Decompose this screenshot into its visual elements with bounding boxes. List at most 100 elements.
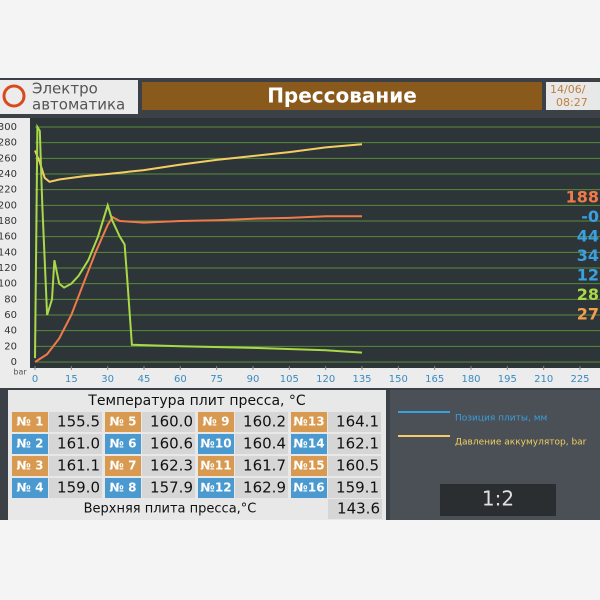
cell-value: 161.0 [57,435,100,453]
title-bar [142,82,542,110]
cell-value: 160.4 [243,435,286,453]
cell-label-bg [12,434,48,454]
y-tick-label: 260 [0,153,17,164]
cell-value: 157.9 [150,479,193,497]
cell-label-bg [12,412,48,432]
cell-label-bg [12,478,48,498]
cell-label-bg [105,478,141,498]
cell-value: 160.6 [150,435,193,453]
x-tick-label: 45 [138,374,151,385]
readout: 27 [577,305,599,324]
x-tick-label: 210 [534,374,553,385]
y-tick-label: 120 [0,263,17,274]
x-tick-label: 150 [389,374,408,385]
y-tick-label: 160 [0,232,17,243]
cell-label: № 7 [110,459,137,473]
readout: 34 [577,246,599,265]
cell-value-bg [235,478,288,498]
x-tick-label: 60 [174,374,187,385]
cell-label-bg [198,456,234,476]
screen-title: Прессование [267,84,417,108]
cell-value: 155.5 [57,413,100,431]
cell-label: №10 [200,437,231,451]
cell-value: 161.1 [57,457,100,475]
cell-label: № 4 [17,481,44,495]
x-tick-label: 120 [316,374,335,385]
cell-label-bg [198,478,234,498]
readout: 12 [577,266,599,285]
y-tick-label: 140 [0,247,17,258]
y-tick-label: 40 [4,326,17,337]
y-tick-label: 60 [4,310,17,321]
cell-value: 160.0 [150,413,193,431]
cell-label: № 1 [17,415,44,429]
cell-value: 161.7 [243,457,286,475]
cell-label: № 9 [203,415,230,429]
cell-label: № 2 [17,437,44,451]
cell-value-bg [328,434,381,454]
cell-label-bg [291,456,327,476]
series-line [34,143,363,183]
y-tick-label: 100 [0,279,17,290]
y-tick-label: 240 [0,169,17,180]
cell-value-bg [328,412,381,432]
cell-value-bg [235,456,288,476]
y-tick-label: 0 [11,357,17,368]
cell-label: № 6 [110,437,137,451]
time: 08:27 [556,96,588,109]
y-tick-label: 200 [0,200,17,211]
cell-value: 159.0 [57,479,100,497]
date: 14/06/ [550,83,586,96]
cell-value: 164.1 [336,413,379,431]
footer-label: Верхняя плита пресса,°C [84,502,257,517]
x-tick-label: 180 [461,374,480,385]
cell-value-bg [235,412,288,432]
logo-icon [2,84,26,108]
ratio-box [440,484,556,516]
cell-label: №12 [200,481,231,495]
x-tick-label: 195 [498,374,517,385]
x-tick-label: 0 [32,374,38,385]
y-tick-label: 80 [4,294,17,305]
cell-value-bg [142,412,195,432]
cell-label-bg [198,412,234,432]
cell-label: №16 [293,481,324,495]
series-line [34,123,363,359]
cell-value: 162.1 [336,435,379,453]
cell-label: №14 [293,437,324,451]
cell-label-bg [12,456,48,476]
cell-value-bg [142,478,195,498]
cell-value: 162.3 [150,457,193,475]
cell-label: № 8 [110,481,137,495]
cell-value-bg [49,456,102,476]
cell-label: № 3 [17,459,44,473]
cell-label-bg [105,412,141,432]
logo-text: автоматика [32,96,125,114]
plot-area [30,118,600,368]
legend-label: Давление аккумулятор, bar [455,438,587,448]
readout: 44 [577,227,599,246]
footer-value: 143.6 [337,500,380,518]
logo-text: Электро [32,80,98,98]
cell-value-bg [328,478,381,498]
cell-label-bg [291,478,327,498]
cell-value: 162.9 [243,479,286,497]
x-tick-label: 165 [425,374,444,385]
x-tick-label: 135 [352,374,371,385]
table-panel [8,390,386,520]
x-tick-label: 15 [65,374,78,385]
cell-value: 160.2 [243,413,286,431]
y-tick-label: 220 [0,185,17,196]
cell-value-bg [49,478,102,498]
legend-label: Позиция плиты, мм [455,414,547,424]
y-tick-label: 300 [0,122,17,133]
x-tick-label: 75 [210,374,223,385]
cell-label: №13 [293,415,324,429]
cell-label-bg [291,412,327,432]
y-unit: bar [13,368,27,377]
cell-value: 159.1 [336,479,379,497]
table-title: Температура плит пресса, °C [87,393,306,409]
y-tick-label: 280 [0,138,17,149]
readout: -0 [581,207,599,226]
